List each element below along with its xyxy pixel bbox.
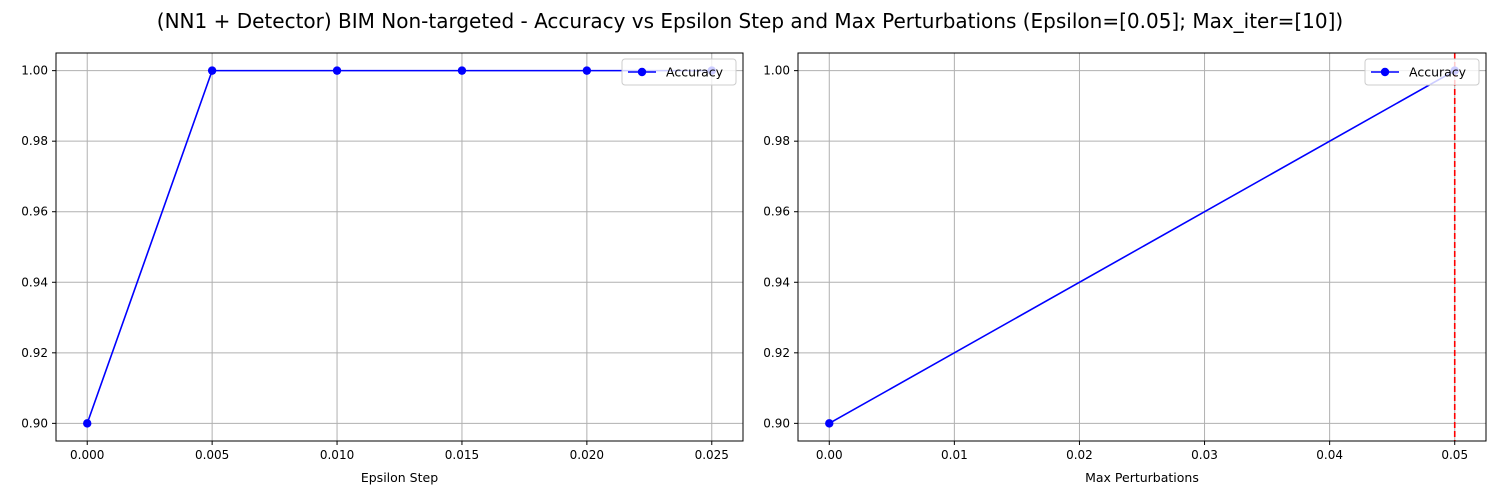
chart-panel-epsilon-step: 0.000 0.005 0.010 0.015 0.020 0.025 0.90 0.92 0.… [21,52,744,485]
series-line-accuracy [86,69,712,424]
x-tick-label: 0.000 [70,448,104,462]
x-tick-label: 0.04 [1316,448,1343,462]
y-tick-label: 1.00 [21,64,48,78]
data-point [207,66,217,75]
y-tick-label: 1.00 [763,64,790,78]
x-tick-label: 0.03 [1191,448,1218,462]
x-tick-label: 0.025 [695,448,729,462]
legend-label: Accuracy [666,65,724,80]
data-point [825,419,834,428]
data-point [83,419,92,428]
x-tick-label: 0.015 [445,448,479,462]
y-tick-label: 0.96 [21,205,48,219]
y-tick-label: 0.98 [21,134,48,148]
x-tick-label: 0.01 [941,448,968,462]
y-tick-label: 0.90 [763,416,790,430]
y-tick-label: 0.92 [763,346,790,360]
x-axis-label: Max Perturbations [1085,470,1199,485]
x-axis-label: Epsilon Step [361,470,438,485]
legend-marker-swatch [1380,67,1390,77]
series-line-accuracy [828,69,1456,425]
figure-title: (NN1 + Detector) BIM Non-targeted - Accu… [157,9,1343,33]
chart-panel-max-perturbations: 0.00 0.01 0.02 0.03 0.04 0.05 0.90 0.92 0.94 0.96… [763,52,1487,485]
y-tick-label: 0.96 [763,205,790,219]
y-tick-label: 0.94 [21,275,48,289]
y-tick-label: 0.98 [763,134,790,148]
x-tick-label: 0.05 [1441,448,1468,462]
x-tick-label: 0.005 [195,448,229,462]
x-tick-label: 0.02 [1066,448,1093,462]
x-tick-label: 0.00 [816,448,843,462]
legend-marker-swatch [637,67,647,77]
data-point [582,66,592,75]
legend-box [621,58,737,86]
x-tick-label: 0.010 [320,448,354,462]
y-tick-label: 0.94 [763,275,790,289]
axes-frame [797,52,1487,442]
axes-frame [55,52,744,442]
y-tick-label: 0.90 [21,416,48,430]
legend-box [1364,58,1480,86]
y-tick-label: 0.92 [21,346,48,360]
x-tick-label: 0.020 [570,448,604,462]
legend-label: Accuracy [1409,65,1467,80]
data-point [457,66,467,75]
data-point [332,66,342,75]
